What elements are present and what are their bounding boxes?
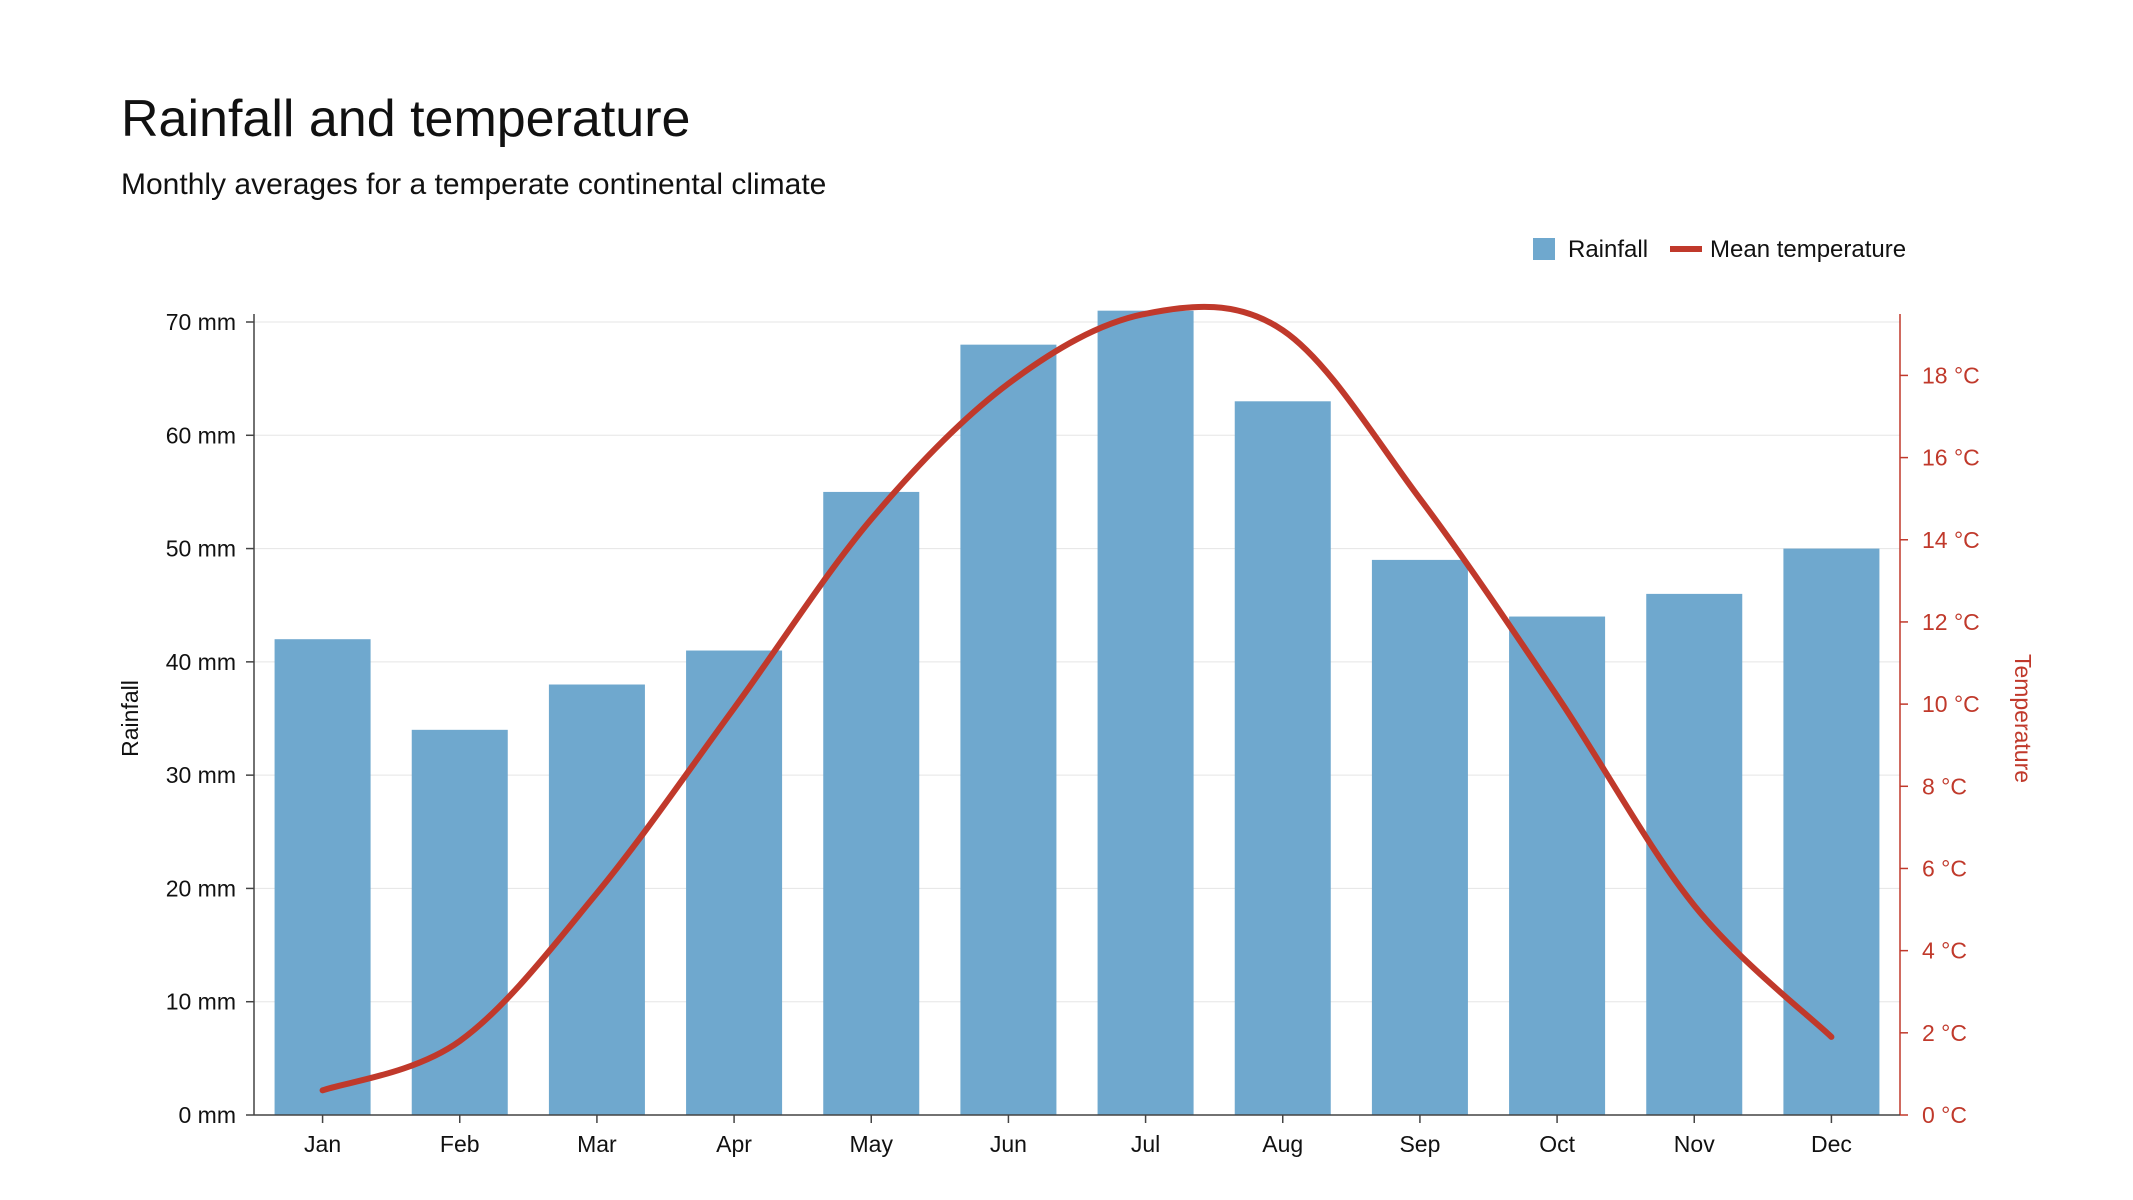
x-tick-label: Oct <box>1539 1131 1575 1157</box>
rainfall-bar <box>1646 593 1743 1115</box>
right-tick-label: 8 °C <box>1922 773 1967 799</box>
rainfall-bar <box>548 684 645 1115</box>
x-tick-label: May <box>850 1131 894 1157</box>
legend: Rainfall Mean temperature <box>1533 236 1906 263</box>
left-tick-label: 70 mm <box>166 309 236 335</box>
right-tick-label: 0 °C <box>1922 1102 1967 1128</box>
rainfall-bar <box>411 729 508 1115</box>
chart-subtitle: Monthly averages for a temperate contine… <box>121 168 826 201</box>
left-axis-title: Rainfall <box>117 680 143 757</box>
x-tick-label: Feb <box>440 1131 480 1157</box>
left-tick-label: 40 mm <box>166 649 236 675</box>
left-tick-label: 20 mm <box>166 875 236 901</box>
left-tick-label: 50 mm <box>166 536 236 562</box>
x-tick-label: Jun <box>990 1131 1027 1157</box>
rainfall-bar <box>1783 548 1880 1115</box>
chart-title: Rainfall and temperature <box>121 90 690 148</box>
rainfall-bar <box>1234 401 1331 1115</box>
rainfall-bar <box>1097 310 1194 1116</box>
right-tick-label: 16 °C <box>1922 445 1980 471</box>
left-tick-label: 30 mm <box>166 762 236 788</box>
right-tick-label: 10 °C <box>1922 691 1980 717</box>
right-tick-label: 18 °C <box>1922 362 1980 388</box>
left-tick-label: 0 mm <box>179 1102 237 1128</box>
right-tick-label: 12 °C <box>1922 609 1980 635</box>
x-tick-label: Sep <box>1399 1131 1440 1157</box>
left-tick-label: 10 mm <box>166 989 236 1015</box>
rainfall-bar <box>1371 559 1468 1115</box>
grid <box>254 321 1900 1003</box>
x-tick-label: Apr <box>716 1131 752 1157</box>
temperature-line <box>319 303 1835 1094</box>
x-tick-label: Jul <box>1131 1131 1160 1157</box>
bar-series <box>274 310 1880 1116</box>
legend-rainfall-label: Rainfall <box>1568 236 1648 263</box>
rainfall-bar <box>274 639 371 1115</box>
legend-temperature-label: Mean temperature <box>1710 236 1906 263</box>
x-tick-label: Nov <box>1674 1131 1715 1157</box>
right-tick-label: 6 °C <box>1922 855 1967 881</box>
x-tick-label: Jan <box>304 1131 341 1157</box>
rainfall-bar <box>960 344 1057 1116</box>
left-tick-label: 60 mm <box>166 422 236 448</box>
rainfall-bar <box>686 650 783 1115</box>
right-axis-title: Temperature <box>2010 654 2036 783</box>
x-tick-label: Mar <box>577 1131 617 1157</box>
rainfall-bar <box>823 491 920 1115</box>
x-tick-label: Dec <box>1811 1131 1852 1157</box>
right-tick-label: 4 °C <box>1922 938 1967 964</box>
x-tick-label: Aug <box>1262 1131 1303 1157</box>
legend-rainfall-swatch <box>1533 238 1555 260</box>
legend-temperature-swatch <box>1670 246 1702 252</box>
right-tick-label: 14 °C <box>1922 527 1980 553</box>
line-series <box>319 303 1835 1094</box>
axis-labels: 0 mm 10 mm 20 mm 30 mm 40 mm 50 mm 60 mm 70 mm 0… <box>117 309 2036 1157</box>
right-tick-label: 2 °C <box>1922 1020 1967 1046</box>
axes <box>246 314 1908 1123</box>
